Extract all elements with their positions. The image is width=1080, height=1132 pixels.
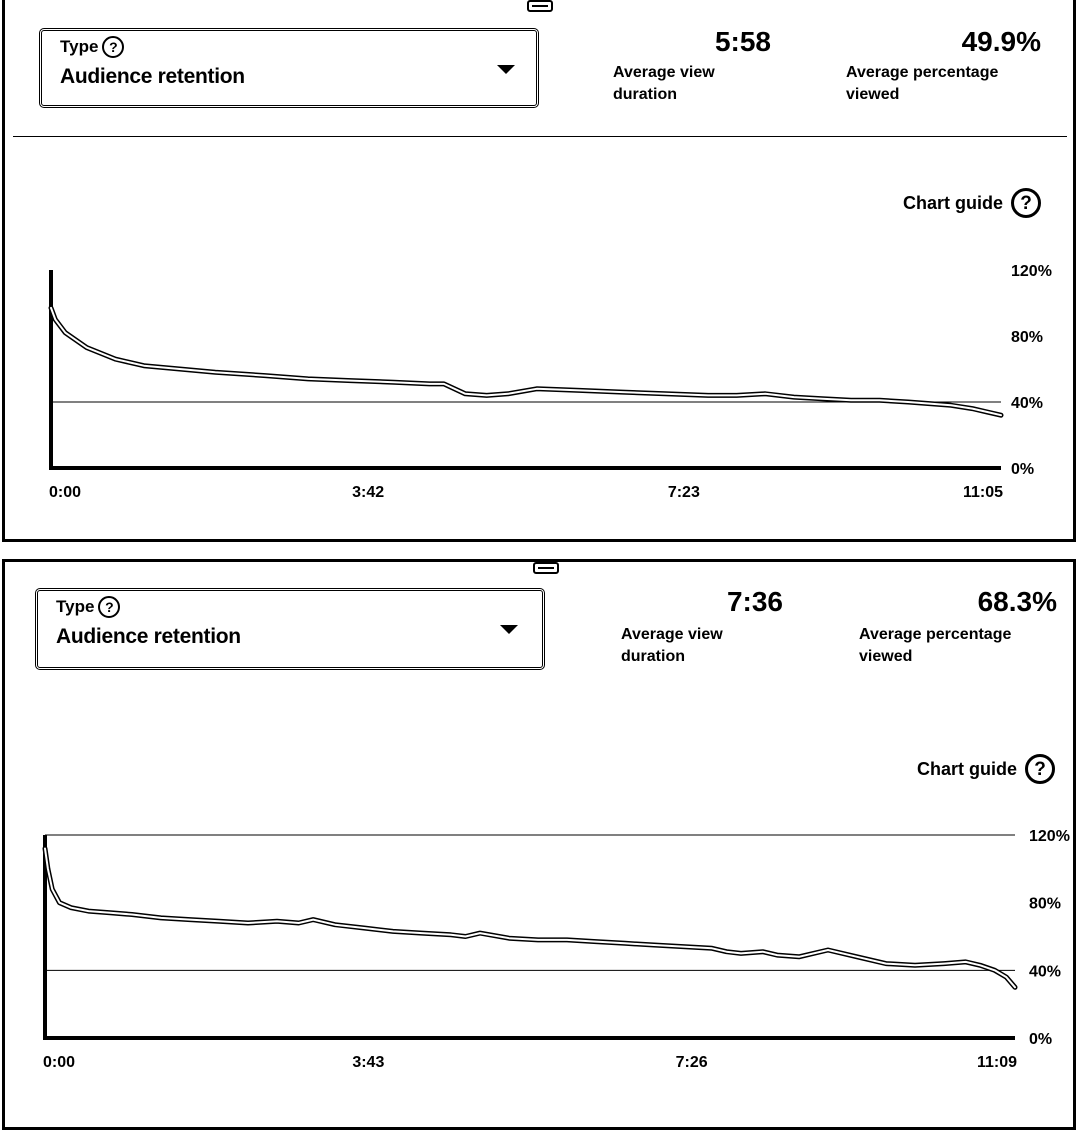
section-divider bbox=[13, 136, 1067, 137]
retention-line-outer bbox=[42, 846, 1018, 990]
average-view-duration-label-line2: duration bbox=[613, 86, 677, 103]
y-tick-label: 120% bbox=[1011, 263, 1052, 280]
x-tick-label: 7:26 bbox=[676, 1054, 708, 1071]
y-tick-label: 0% bbox=[1011, 461, 1034, 478]
type-dropdown[interactable]: Type ? Audience retention bbox=[39, 28, 539, 108]
type-label: Type bbox=[60, 37, 99, 56]
x-tick-label: 3:43 bbox=[352, 1054, 384, 1071]
retention-chart-1: 120% 80% 40% 0% 0:00 3:42 7:23 11:05 bbox=[48, 263, 1052, 501]
average-view-duration-label-line1: Average view bbox=[621, 626, 723, 643]
x-tick-label: 11:09 bbox=[977, 1054, 1017, 1071]
average-view-duration-label: Average view duration bbox=[613, 62, 715, 106]
type-label-row: Type ? bbox=[56, 596, 121, 618]
average-percentage-viewed-label: Average percentage viewed bbox=[859, 624, 1011, 668]
retention-chart-2: 120% 80% 40% 0% 0:00 3:43 7:26 11:09 bbox=[42, 828, 1070, 1071]
question-circle-icon[interactable]: ? bbox=[98, 596, 121, 618]
type-dropdown[interactable]: Type ? Audience retention bbox=[35, 588, 545, 670]
average-view-duration-value: 7:36 bbox=[726, 586, 783, 617]
y-tick-label: 40% bbox=[1029, 963, 1061, 980]
type-label: Type bbox=[56, 597, 95, 616]
retention-line bbox=[50, 306, 1002, 417]
average-percentage-viewed-value: 49.9% bbox=[961, 26, 1041, 57]
x-tick-label: 7:23 bbox=[668, 484, 700, 501]
question-circle-icon[interactable]: ? bbox=[102, 36, 125, 58]
average-view-duration-label-line1: Average view bbox=[613, 64, 715, 81]
chevron-down-icon bbox=[500, 625, 518, 634]
retention-line-outer bbox=[48, 305, 1004, 418]
average-percentage-viewed-label-line2: viewed bbox=[859, 648, 913, 665]
x-tick-label: 0:00 bbox=[43, 1054, 75, 1071]
x-tick-label: 3:42 bbox=[352, 484, 384, 501]
chart-guide-button[interactable]: Chart guide ? bbox=[917, 754, 1056, 784]
average-percentage-viewed-label: Average percentage viewed bbox=[846, 62, 998, 106]
retention-panel-1: Type ? Audience retention 5:58 Average v… bbox=[2, 0, 1076, 542]
average-view-duration-value: 5:58 bbox=[714, 26, 771, 57]
question-circle-icon: ? bbox=[1025, 754, 1056, 784]
chart-guide-button[interactable]: Chart guide ? bbox=[903, 188, 1042, 218]
question-circle-icon: ? bbox=[1011, 188, 1042, 218]
drag-handle-icon[interactable] bbox=[533, 562, 559, 574]
average-percentage-viewed-value: 68.3% bbox=[977, 586, 1057, 617]
average-percentage-viewed-label-line1: Average percentage bbox=[859, 626, 1012, 643]
average-view-duration-label-line2: duration bbox=[621, 648, 685, 665]
y-tick-label: 80% bbox=[1029, 896, 1061, 913]
x-tick-label: 11:05 bbox=[963, 484, 1003, 501]
drag-handle-icon[interactable] bbox=[527, 0, 553, 12]
retention-line bbox=[44, 847, 1016, 989]
average-percentage-viewed-label-line2: viewed bbox=[846, 86, 900, 103]
y-tick-label: 40% bbox=[1011, 395, 1043, 412]
x-tick-label: 0:00 bbox=[49, 484, 81, 501]
y-tick-label: 0% bbox=[1029, 1031, 1052, 1048]
chart-guide-label: Chart guide bbox=[917, 758, 1018, 779]
chart-guide-label: Chart guide bbox=[903, 192, 1004, 213]
chevron-down-icon bbox=[497, 65, 515, 74]
y-tick-label: 80% bbox=[1011, 329, 1043, 346]
type-label-row: Type ? bbox=[60, 36, 125, 58]
type-value: Audience retention bbox=[60, 65, 245, 88]
y-tick-label: 120% bbox=[1029, 828, 1070, 845]
average-view-duration-label: Average view duration bbox=[621, 624, 723, 668]
average-percentage-viewed-label-line1: Average percentage bbox=[846, 64, 999, 81]
retention-panel-2: Type ? Audience retention 7:36 Average v… bbox=[2, 559, 1076, 1130]
type-value: Audience retention bbox=[56, 625, 241, 648]
